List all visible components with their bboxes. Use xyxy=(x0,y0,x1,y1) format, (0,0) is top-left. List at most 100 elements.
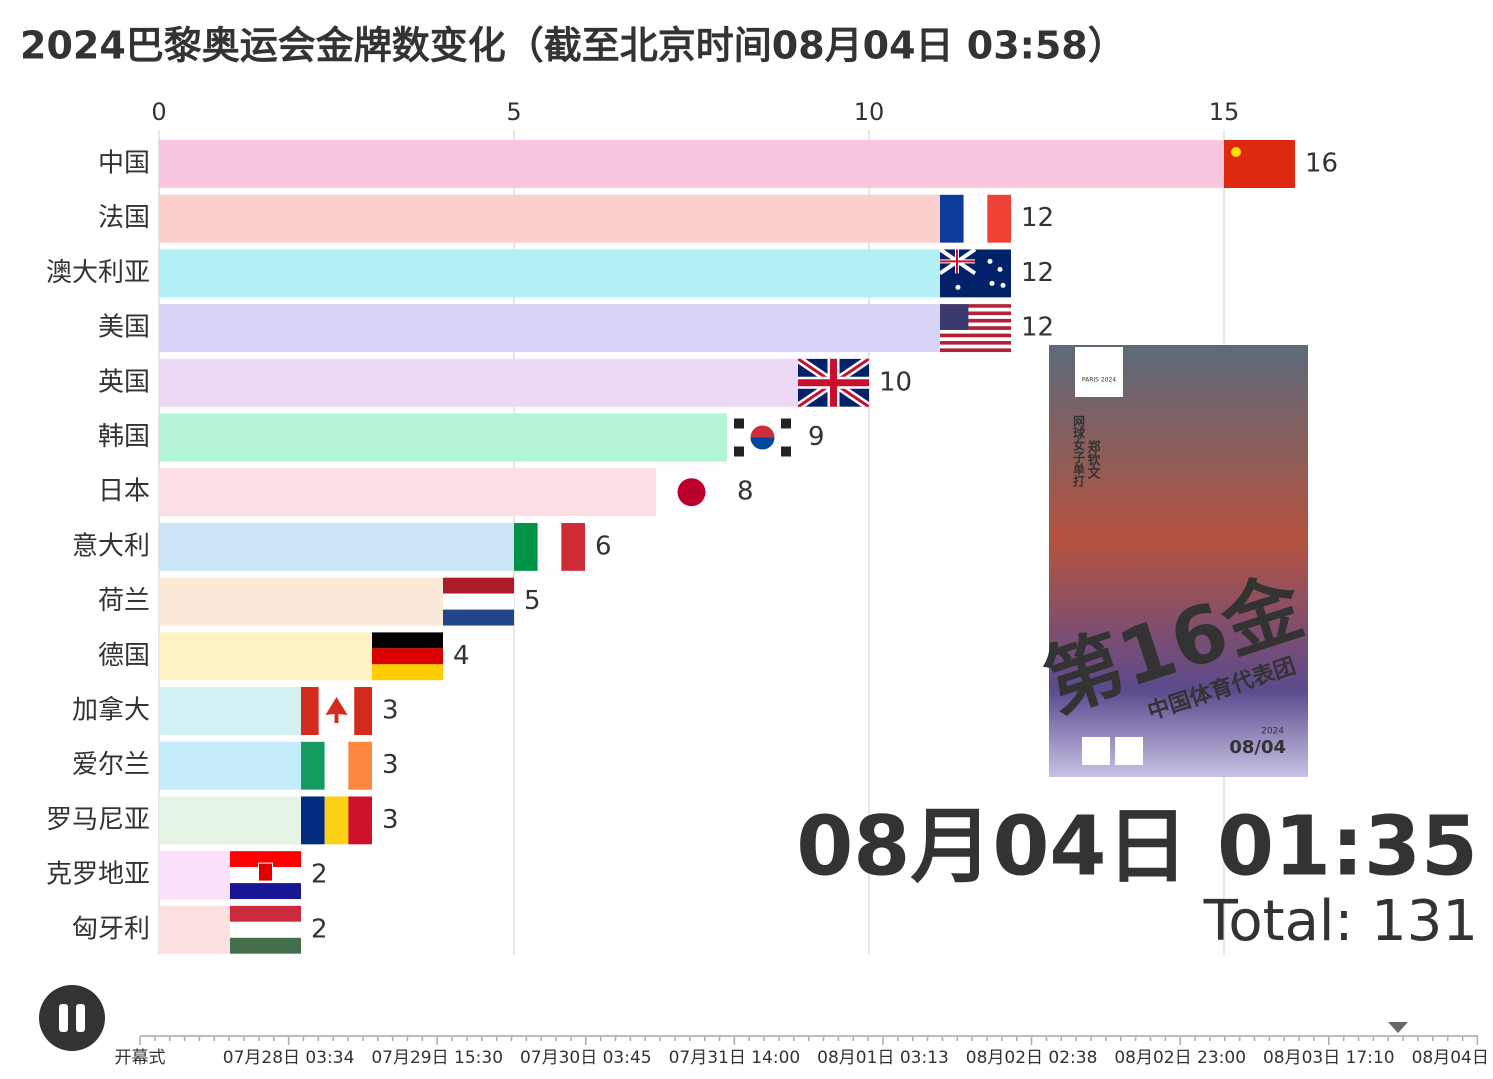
pause-bar[interactable] xyxy=(59,1004,68,1032)
poster-event: 网球女子单打 xyxy=(1072,415,1086,488)
flag xyxy=(798,358,869,407)
pause-bar[interactable] xyxy=(76,1004,85,1032)
flag-part xyxy=(940,304,969,330)
flag-part xyxy=(301,741,325,790)
flag-part xyxy=(537,522,562,571)
x-tick-label: 10 xyxy=(854,98,885,126)
flag xyxy=(301,796,372,845)
flag-part xyxy=(372,632,443,649)
value-label: 12 xyxy=(1021,313,1054,343)
y-tick-label: 荷兰 xyxy=(98,586,150,616)
bar xyxy=(159,194,1011,243)
flag-part xyxy=(230,937,301,954)
flag-part xyxy=(781,446,791,457)
flag-part xyxy=(514,522,538,571)
flag-part xyxy=(1000,282,1006,288)
flag xyxy=(230,905,301,954)
flag-part xyxy=(443,609,514,626)
y-tick-label: 罗马尼亚 xyxy=(46,805,150,835)
flag xyxy=(301,741,372,790)
value-label: 9 xyxy=(808,422,825,452)
value-label: 6 xyxy=(595,531,612,561)
flag-part xyxy=(318,687,337,735)
value-label: 5 xyxy=(524,586,541,616)
flag-part xyxy=(940,194,964,243)
flag-part xyxy=(989,280,995,286)
flag-part xyxy=(230,851,301,868)
y-tick-label: 爱尔兰 xyxy=(72,750,150,780)
y-tick-label: 英国 xyxy=(98,367,150,397)
value-label: 3 xyxy=(382,750,399,780)
flag xyxy=(1224,140,1295,188)
value-label: 4 xyxy=(453,641,470,671)
qr-code xyxy=(1115,737,1143,765)
flag-part xyxy=(324,796,349,845)
timeline-label: 开幕式 xyxy=(115,1048,166,1068)
flag-part xyxy=(301,687,319,735)
value-label: 10 xyxy=(879,367,912,397)
poster-logo xyxy=(1075,347,1123,397)
flag-part xyxy=(940,329,1011,334)
flag-part xyxy=(940,315,1011,319)
timeline-label: 08月03日 17:10 xyxy=(1263,1048,1395,1068)
flag-part xyxy=(443,577,514,594)
flag-part xyxy=(940,249,975,274)
poster-brand: PARIS 2024 xyxy=(1082,377,1116,384)
pause-circle[interactable] xyxy=(39,985,105,1051)
flag-part xyxy=(443,593,514,610)
flag-part xyxy=(997,266,1003,272)
value-label: 16 xyxy=(1305,149,1338,179)
flag xyxy=(514,522,585,571)
flag-part xyxy=(230,921,301,938)
flag xyxy=(301,687,372,735)
bar xyxy=(159,468,727,517)
y-tick-label: 克罗地亚 xyxy=(46,860,150,890)
pause-button[interactable] xyxy=(39,985,105,1051)
flag-part xyxy=(940,318,1011,323)
flag-part xyxy=(677,478,706,507)
flag-part xyxy=(258,862,273,882)
value-label: 2 xyxy=(311,914,328,944)
flag-part xyxy=(561,522,585,571)
flag xyxy=(656,468,727,517)
flag-part xyxy=(963,194,988,243)
flag-part xyxy=(750,425,775,438)
x-tick-label: 0 xyxy=(151,98,166,126)
poster-year: 2024 xyxy=(1261,727,1284,737)
flag-part xyxy=(336,687,355,735)
flag-part xyxy=(940,304,1011,308)
flag-part xyxy=(940,333,1011,338)
flag-part xyxy=(372,664,443,681)
flag-part xyxy=(230,883,301,900)
timeline-label: 08月02日 02:38 xyxy=(966,1048,1098,1068)
date-label: 08月04日 01:35 xyxy=(796,799,1478,894)
flag-part xyxy=(781,418,791,429)
qr-code xyxy=(1082,737,1110,765)
flag-part xyxy=(230,905,301,922)
flag-part xyxy=(798,358,869,407)
value-label: 12 xyxy=(1021,258,1054,288)
flag-part xyxy=(940,348,1011,353)
y-tick-label: 意大利 xyxy=(72,531,150,561)
timeline-label: 07月31日 14:00 xyxy=(669,1048,801,1068)
bar xyxy=(159,140,1295,188)
value-label: 2 xyxy=(311,860,328,890)
flag-part xyxy=(301,796,325,845)
value-label: 3 xyxy=(382,696,399,726)
y-tick-label: 德国 xyxy=(98,641,150,671)
flag-part xyxy=(940,307,1011,312)
y-tick-label: 加拿大 xyxy=(72,696,150,726)
flag-part xyxy=(734,418,744,429)
flag-part xyxy=(940,337,1011,342)
flag xyxy=(372,632,443,681)
flag-part xyxy=(348,741,372,790)
y-tick-label: 日本 xyxy=(98,477,150,507)
bar xyxy=(159,249,1011,298)
timeline-label: 08月02日 23:00 xyxy=(1114,1048,1246,1068)
poster-image xyxy=(1049,345,1308,777)
flag-part xyxy=(372,648,443,665)
x-tick-label: 5 xyxy=(506,98,521,126)
flag-part xyxy=(734,446,744,457)
poster-athlete: 郑钦文 xyxy=(1085,439,1102,480)
